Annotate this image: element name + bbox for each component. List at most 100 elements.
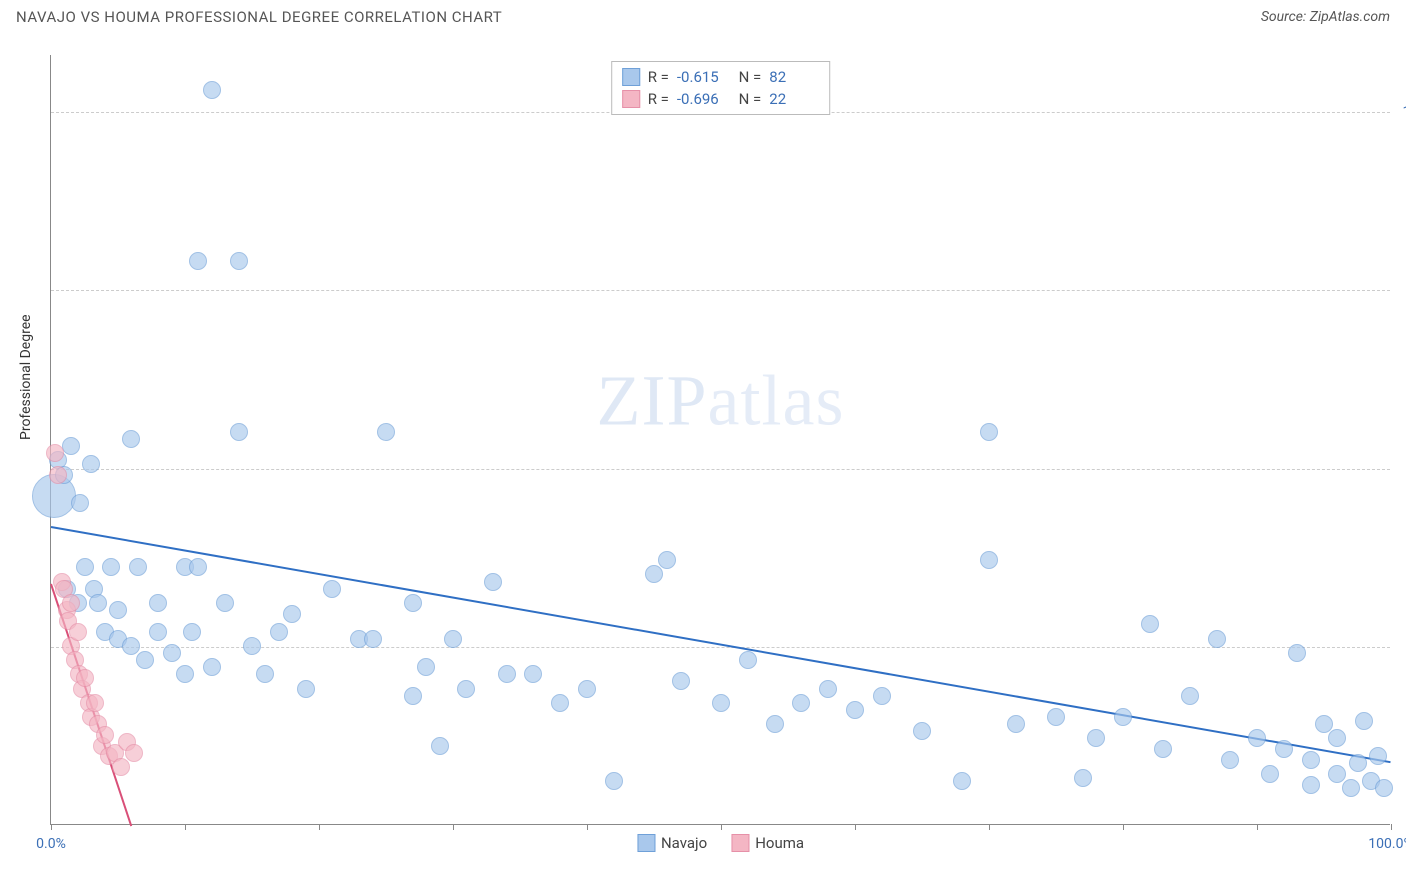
gridline (51, 290, 1390, 291)
data-point (605, 772, 623, 790)
data-point (1302, 776, 1320, 794)
legend-item: Houma (731, 834, 804, 852)
data-point (323, 580, 341, 598)
data-point (189, 252, 207, 270)
x-tick (319, 824, 320, 830)
data-point (122, 430, 140, 448)
n-label: N = (735, 68, 761, 86)
data-point (125, 744, 143, 762)
data-point (149, 623, 167, 641)
data-point (404, 687, 422, 705)
data-point (792, 694, 810, 712)
legend-swatch (622, 68, 640, 86)
data-point (819, 680, 837, 698)
x-tick (1123, 824, 1124, 830)
data-point (149, 594, 167, 612)
data-point (1275, 740, 1293, 758)
data-point (766, 715, 784, 733)
data-point (1208, 630, 1226, 648)
x-tick-label: 100.0% (1368, 836, 1406, 852)
data-point (102, 558, 120, 576)
data-point (1261, 765, 1279, 783)
y-tick-label: 2.5% (1395, 639, 1406, 655)
data-point (1349, 754, 1367, 772)
data-point (953, 772, 971, 790)
data-point (1181, 687, 1199, 705)
data-point (431, 737, 449, 755)
data-point (1355, 712, 1373, 730)
x-tick (855, 824, 856, 830)
data-point (230, 252, 248, 270)
data-point (82, 455, 100, 473)
r-value: -0.615 (677, 68, 727, 86)
data-point (1221, 751, 1239, 769)
data-point (645, 565, 663, 583)
correlation-stats-box: R = -0.615 N = 82 R = -0.696 N = 22 (611, 61, 831, 115)
data-point (62, 594, 80, 612)
data-point (89, 594, 107, 612)
data-point (270, 623, 288, 641)
n-value: 22 (769, 90, 819, 108)
source-attribution: Source: ZipAtlas.com (1261, 9, 1390, 25)
data-point (1375, 779, 1393, 797)
data-point (1141, 615, 1159, 633)
data-point (404, 594, 422, 612)
data-point (1047, 708, 1065, 726)
data-point (203, 658, 221, 676)
legend-label: Houma (755, 834, 804, 852)
legend-label: Navajo (661, 834, 707, 852)
data-point (283, 605, 301, 623)
data-point (1114, 708, 1132, 726)
data-point (1154, 740, 1172, 758)
data-point (672, 672, 690, 690)
y-tick-label: 5.0% (1395, 461, 1406, 477)
n-label: N = (735, 90, 761, 108)
data-point (1248, 729, 1266, 747)
watermark: ZIPatlas (597, 360, 845, 443)
legend-item: Navajo (637, 834, 707, 852)
data-point (136, 651, 154, 669)
data-point (457, 680, 475, 698)
data-point (1342, 779, 1360, 797)
data-point (1302, 751, 1320, 769)
data-point (256, 665, 274, 683)
data-point (980, 551, 998, 569)
r-label: R = (648, 68, 669, 86)
y-tick-label: 7.5% (1395, 282, 1406, 298)
x-tick (989, 824, 990, 830)
data-point (216, 594, 234, 612)
data-point (189, 558, 207, 576)
data-point (873, 687, 891, 705)
data-point (129, 558, 147, 576)
data-point (484, 573, 502, 591)
r-label: R = (648, 90, 669, 108)
x-tick (721, 824, 722, 830)
data-point (163, 644, 181, 662)
data-point (243, 637, 261, 655)
data-point (1007, 715, 1025, 733)
data-point (444, 630, 462, 648)
data-point (1074, 769, 1092, 787)
data-point (1288, 644, 1306, 662)
n-value: 82 (769, 68, 819, 86)
legend-swatch (622, 90, 640, 108)
x-tick-label: 0.0% (36, 836, 66, 852)
y-tick-label: 10.0% (1395, 104, 1406, 120)
data-point (230, 423, 248, 441)
data-point (71, 494, 89, 512)
x-tick (587, 824, 588, 830)
data-point (1369, 747, 1387, 765)
r-value: -0.696 (677, 90, 727, 108)
data-point (658, 551, 676, 569)
series-legend: Navajo Houma (637, 834, 804, 852)
chart-title: NAVAJO VS HOUMA PROFESSIONAL DEGREE CORR… (16, 8, 502, 26)
data-point (913, 722, 931, 740)
stats-row: R = -0.696 N = 22 (622, 88, 820, 110)
legend-swatch (637, 834, 655, 852)
data-point (86, 694, 104, 712)
data-point (122, 637, 140, 655)
data-point (980, 423, 998, 441)
data-point (49, 466, 67, 484)
x-tick (453, 824, 454, 830)
data-point (364, 630, 382, 648)
